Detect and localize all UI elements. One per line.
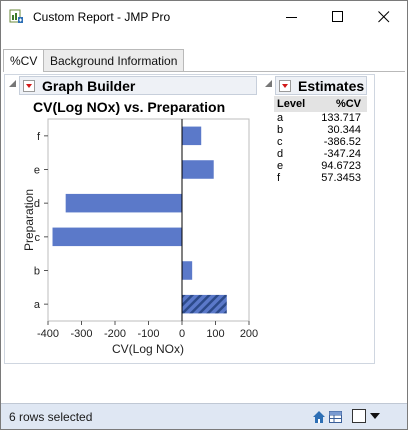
table-row: f 57.3453	[274, 172, 367, 184]
table-row: a 133.717	[274, 112, 367, 124]
y-axis-label: Preparation	[22, 189, 36, 251]
table-row: b 30.344	[274, 124, 367, 136]
status-bar: 6 rows selected	[1, 403, 407, 429]
cv-cell: 133.717	[321, 112, 361, 124]
x-tick-label: -400	[37, 328, 59, 340]
bar-d[interactable]	[65, 193, 182, 213]
cv-cell: -347.24	[323, 148, 361, 160]
level-cell: c	[277, 136, 283, 148]
x-tick-label: 0	[179, 328, 185, 340]
data-table-icon[interactable]	[328, 409, 344, 425]
minimize-icon	[286, 17, 297, 18]
level-cell: e	[277, 160, 284, 172]
estimates-table: Level %CV a 133.717 b 30.344 c -386.52 d -347.2…	[274, 96, 367, 184]
y-tick-label: c	[35, 232, 41, 244]
bar-a[interactable]	[182, 294, 227, 314]
column-header-cv: %CV	[312, 96, 367, 112]
cv-cell: -386.52	[323, 136, 361, 148]
estimates-header: Estimates	[275, 76, 367, 95]
bar-b[interactable]	[182, 261, 193, 280]
x-tick-label: 100	[206, 328, 224, 340]
table-row: c -386.52	[274, 136, 367, 148]
tab-cv[interactable]: %CV	[3, 49, 45, 72]
graph-builder-header: Graph Builder	[19, 76, 257, 95]
bar-e[interactable]	[182, 160, 214, 179]
y-tick-label: d	[34, 198, 40, 210]
tab-background-information[interactable]: Background Information	[43, 49, 185, 71]
cv-cell: 94.6723	[321, 160, 361, 172]
table-row: e 94.6723	[274, 160, 367, 172]
bar-c[interactable]	[52, 227, 182, 247]
collapse-triangle-icon[interactable]	[9, 80, 17, 88]
estimates-red-triangle-menu-icon[interactable]	[279, 80, 291, 92]
column-header-level: Level	[274, 96, 313, 112]
dropdown-arrow-icon[interactable]	[370, 413, 380, 421]
estimates-collapse-triangle-icon[interactable]	[265, 80, 273, 88]
y-tick-label: f	[37, 131, 41, 143]
x-axis-label: CV(Log NOx)	[112, 342, 184, 356]
close-button[interactable]	[361, 1, 407, 33]
level-cell: d	[277, 148, 284, 160]
maximize-icon	[332, 11, 343, 22]
y-tick-label: a	[34, 299, 41, 311]
graph-builder-title: Graph Builder	[42, 78, 136, 94]
rows-selected-status: 6 rows selected	[9, 410, 93, 424]
title-bar[interactable]: Custom Report - JMP Pro	[1, 1, 407, 33]
table-row: d -347.24	[274, 148, 367, 160]
x-tick-label: -300	[70, 328, 92, 340]
plot-frame	[47, 118, 250, 322]
estimates-title: Estimates	[298, 78, 365, 94]
x-tick-label: -100	[137, 328, 159, 340]
jmp-report-icon	[9, 9, 23, 23]
checkbox-icon[interactable]	[352, 409, 366, 423]
level-cell: b	[277, 124, 284, 136]
cv-cell: 57.3453	[321, 172, 361, 184]
y-tick-label: b	[34, 266, 40, 278]
chart-title: CV(Log NOx) vs. Preparation	[33, 99, 226, 115]
x-tick-label: 200	[240, 328, 258, 340]
red-triangle-menu-icon[interactable]	[23, 80, 35, 92]
y-tick-label: e	[34, 165, 40, 177]
home-icon[interactable]	[311, 409, 327, 425]
level-cell: a	[277, 112, 284, 124]
level-cell: f	[277, 172, 281, 184]
cv-cell: 30.344	[327, 124, 361, 136]
x-tick-label: -200	[104, 328, 126, 340]
close-icon	[378, 11, 390, 23]
bar-f[interactable]	[182, 126, 202, 146]
window-title: Custom Report - JMP Pro	[33, 10, 171, 24]
maximize-button[interactable]	[315, 1, 361, 33]
minimize-button[interactable]	[269, 1, 315, 33]
